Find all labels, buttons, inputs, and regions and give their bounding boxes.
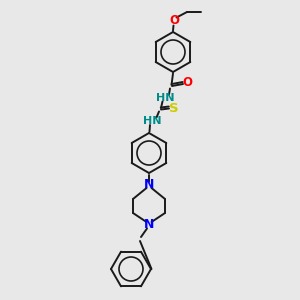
Text: O: O	[169, 14, 179, 28]
Text: HN: HN	[143, 116, 161, 126]
Text: HN: HN	[156, 93, 174, 103]
Text: N: N	[144, 218, 154, 232]
Text: N: N	[144, 178, 154, 191]
Text: O: O	[182, 76, 192, 88]
Text: S: S	[169, 103, 179, 116]
